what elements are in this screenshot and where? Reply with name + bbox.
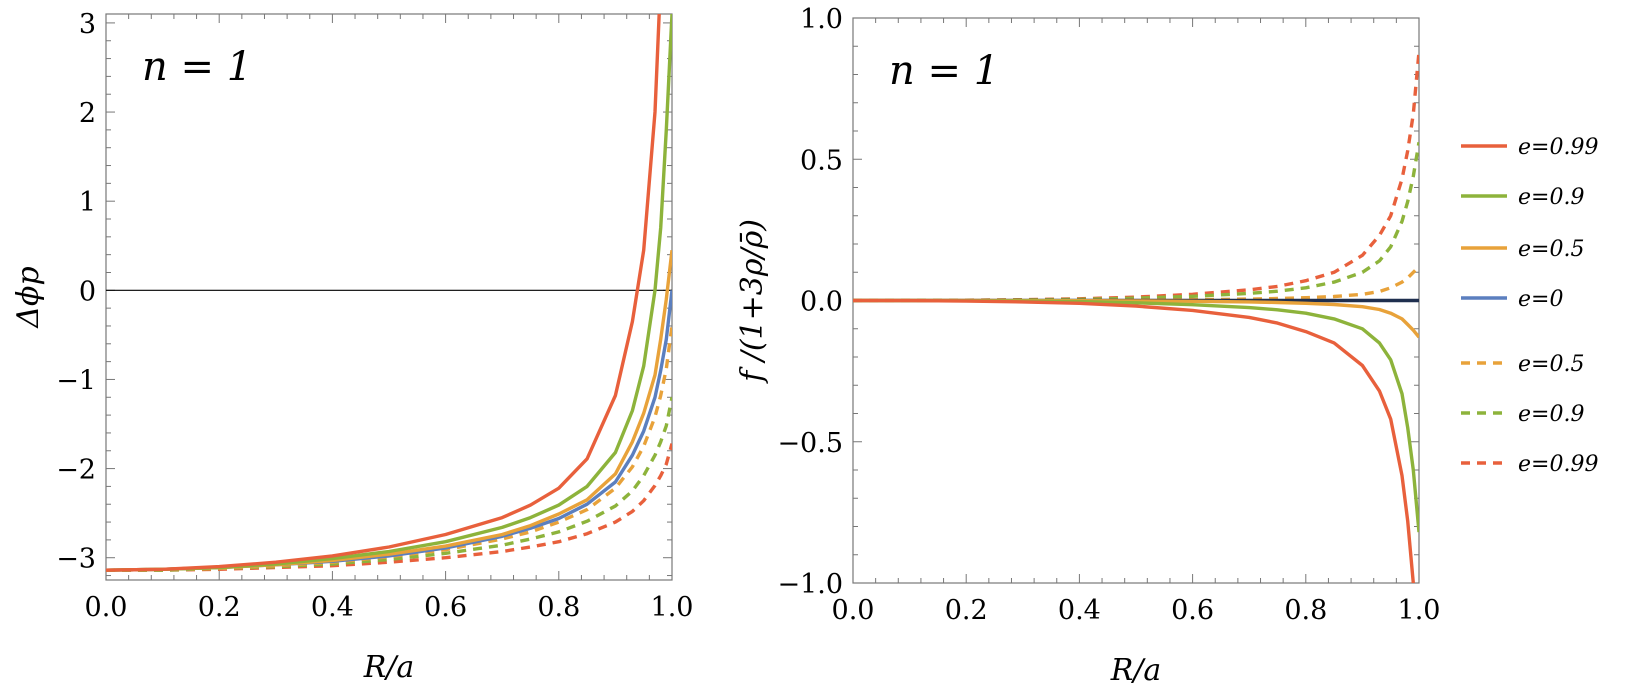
left-plot-frame xyxy=(105,13,673,581)
left-x-tick-label: 0.8 xyxy=(537,592,580,623)
right-series-e-0-99-solid xyxy=(853,298,1415,583)
left-x-tick-label: 0.6 xyxy=(424,592,467,623)
right-y-axis-title: f /(1+3ρ/ρ̄) xyxy=(735,219,770,384)
left-x-axis-title: R/a xyxy=(363,650,415,685)
right-x-tick-label: 0.4 xyxy=(1058,595,1101,626)
legend-label-2: e=0.5 xyxy=(1518,237,1584,262)
right-y-tick-label: 1.0 xyxy=(800,4,843,35)
right-panel: 0.0 0.2 0.4 0.6 0.8 1.0 −1.0 −0.5 0.0 0.5 1.0 R/a f … xyxy=(735,4,1440,688)
right-y-tick-label: 0.5 xyxy=(800,145,843,176)
right-x-axis-title: R/a xyxy=(1110,653,1162,688)
left-y-axis-title: Δϕp xyxy=(11,266,46,328)
legend: e=0.99 e=0.9 e=0.5 e=0 e=0.5 e=0.9 e=0.99 xyxy=(1461,135,1598,477)
right-x-tick-label: 0.6 xyxy=(1171,595,1214,626)
right-annotation: n = 1 xyxy=(889,48,999,94)
left-y-tick-label: 0 xyxy=(79,276,96,307)
right-y-tick-label: −1.0 xyxy=(777,569,843,600)
right-series-e-0-9-solid xyxy=(853,298,1419,533)
right-series-e-0-9-dashed xyxy=(853,142,1419,303)
left-x-tick-label: 0.2 xyxy=(198,592,241,623)
right-series-group xyxy=(853,51,1419,583)
right-y-tick-label: 0.0 xyxy=(800,287,843,318)
right-x-tick-label: 0.0 xyxy=(832,595,875,626)
left-x-tick-label: 0.0 xyxy=(85,592,128,623)
left-y-tick-label: −1 xyxy=(56,365,96,396)
left-annotation: n = 1 xyxy=(142,44,252,90)
left-y-tick-label: −3 xyxy=(56,544,96,575)
left-series-e-0-solid xyxy=(106,290,672,572)
legend-label-3: e=0 xyxy=(1518,287,1563,312)
left-y-tick-label: 3 xyxy=(79,9,96,40)
left-series-e-0-99-solid xyxy=(106,14,661,572)
left-y-tick-label: 2 xyxy=(79,98,96,129)
right-x-tick-label: 0.8 xyxy=(1284,595,1327,626)
right-y-tick-label: −0.5 xyxy=(777,428,843,459)
left-x-tick-label: 0.4 xyxy=(311,592,354,623)
legend-label-6: e=0.99 xyxy=(1518,452,1598,477)
left-y-tick-label: 1 xyxy=(79,187,96,218)
left-x-tick-label: 1.0 xyxy=(651,592,694,623)
legend-label-1: e=0.9 xyxy=(1518,185,1584,210)
right-x-tick-label: 1.0 xyxy=(1398,595,1441,626)
legend-label-5: e=0.9 xyxy=(1518,402,1584,427)
left-series-e-0-9-solid xyxy=(106,14,672,572)
left-panel: 0.0 0.2 0.4 0.6 0.8 1.0 −3 −2 −1 0 1 2 3 R/a Δϕp n = 1 xyxy=(11,9,694,685)
legend-label-4: e=0.5 xyxy=(1518,352,1584,377)
legend-label-0: e=0.99 xyxy=(1518,135,1598,160)
left-series-group xyxy=(106,14,672,572)
right-x-tick-label: 0.2 xyxy=(945,595,988,626)
left-y-tick-label: −2 xyxy=(56,455,96,486)
